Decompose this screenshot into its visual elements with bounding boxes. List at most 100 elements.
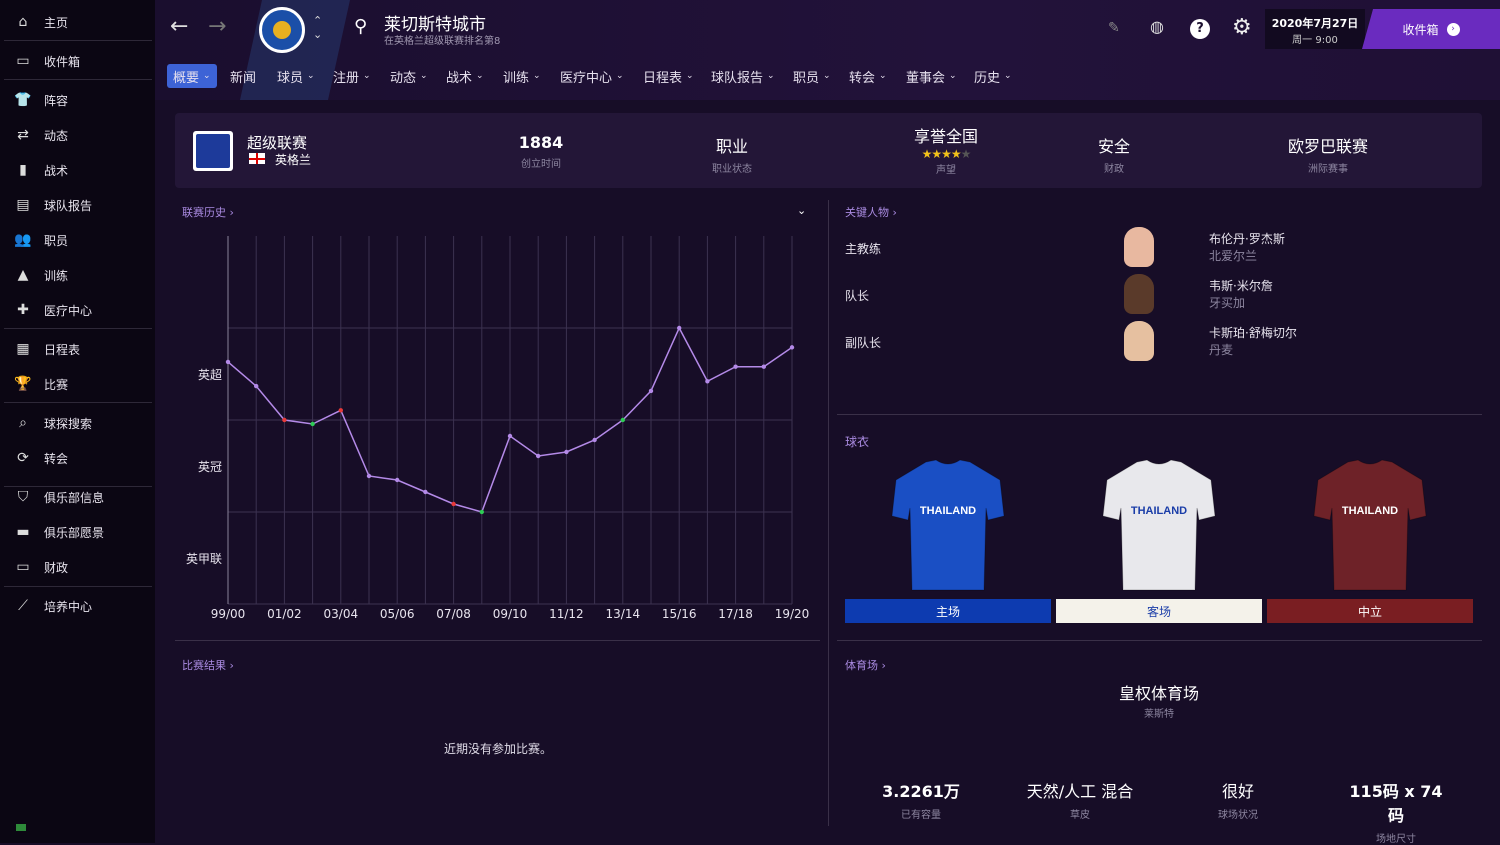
person-photo[interactable] xyxy=(1124,227,1154,267)
history-point[interactable] xyxy=(620,417,625,423)
history-point[interactable] xyxy=(648,388,654,394)
person-photo[interactable] xyxy=(1124,321,1154,361)
sidebar-item-label: 战术 xyxy=(44,163,69,178)
history-point[interactable] xyxy=(282,417,287,423)
sidebar-item-label: 培养中心 xyxy=(44,599,93,614)
league-history-link[interactable]: 联赛历史 › xyxy=(182,206,234,219)
back-button[interactable]: ← xyxy=(170,14,189,39)
history-point[interactable] xyxy=(592,437,597,443)
history-point[interactable] xyxy=(338,408,343,413)
history-point[interactable] xyxy=(395,477,400,483)
history-point[interactable] xyxy=(366,473,372,479)
history-point[interactable] xyxy=(761,364,766,369)
nav-tab[interactable]: 转会 ⌄ xyxy=(843,64,893,88)
sidebar-item[interactable]: ✚ 医疗中心 xyxy=(0,293,152,327)
sidebar-item[interactable]: 🏆 比赛 xyxy=(0,367,152,401)
kit-label[interactable]: 主场 xyxy=(845,599,1051,623)
development-icon: ⟋ xyxy=(18,598,28,614)
sidebar-item[interactable]: ▤ 球队报告 xyxy=(0,188,152,222)
history-point[interactable] xyxy=(310,421,315,427)
sidebar-item[interactable]: ▬ 俱乐部愿景 xyxy=(0,515,152,549)
sidebar-item[interactable]: ⌕ 球探搜索 xyxy=(0,406,152,440)
y-tick-label: 英超 xyxy=(198,367,222,382)
tab-label: 概要 xyxy=(173,70,200,86)
chevron-down-icon[interactable]: ⌄ xyxy=(797,204,807,217)
sidebar-item[interactable]: ▮ 战术 xyxy=(0,153,152,187)
forward-button[interactable]: → xyxy=(208,14,227,39)
kit-shirt[interactable]: THAILAND xyxy=(1310,458,1430,594)
search-icon[interactable]: ⚲ xyxy=(354,16,368,37)
history-point[interactable] xyxy=(789,345,795,350)
stadium-link[interactable]: 体育场 › xyxy=(845,659,886,672)
results-link[interactable]: 比赛结果 › xyxy=(182,659,234,672)
history-point[interactable] xyxy=(451,501,456,507)
nav-tab[interactable]: 历史 ⌄ xyxy=(968,64,1018,88)
history-point[interactable] xyxy=(423,489,428,495)
history-point[interactable] xyxy=(705,379,710,384)
sidebar-item-label: 阵容 xyxy=(44,93,69,108)
nav-tab[interactable]: 职员 ⌄ xyxy=(787,64,837,88)
sidebar-item[interactable]: ⟳ 转会 xyxy=(0,441,152,475)
edit-icon[interactable]: ✎ xyxy=(1108,20,1120,36)
nav-tab[interactable]: 日程表 ⌄ xyxy=(637,64,700,88)
sidebar-item-label: 训练 xyxy=(44,268,69,283)
nav-tab[interactable]: 动态 ⌄ xyxy=(384,64,434,88)
kit-shirt[interactable]: THAILAND xyxy=(888,458,1008,594)
nav-tab[interactable]: 医疗中心 ⌄ xyxy=(554,64,630,88)
sidebar-item[interactable]: ▭ 财政 xyxy=(0,550,152,584)
person-name[interactable]: 卡斯珀·舒梅切尔 xyxy=(1209,326,1297,340)
club-switcher[interactable]: ⌃ ⌄ xyxy=(313,14,323,41)
history-point[interactable] xyxy=(536,453,541,459)
sidebar-item[interactable]: ⌂ 主页 xyxy=(0,5,152,39)
help-icon[interactable]: ? xyxy=(1190,19,1210,39)
sidebar-item[interactable]: ▭ 收件箱 xyxy=(0,44,152,78)
time: 周一 9:00 xyxy=(1292,35,1338,46)
x-tick-label: 07/08 xyxy=(436,607,471,621)
history-point[interactable] xyxy=(254,383,259,389)
nav-tab[interactable]: 球队报告 ⌄ xyxy=(705,64,781,88)
history-point[interactable] xyxy=(225,359,231,365)
nav-tab[interactable]: 注册 ⌄ xyxy=(327,64,377,88)
club-crest[interactable] xyxy=(259,7,305,53)
league-logo[interactable] xyxy=(193,131,233,171)
sidebar-item[interactable]: ▦ 日程表 xyxy=(0,332,152,366)
key-people-link[interactable]: 关键人物 › xyxy=(845,206,897,219)
trophy-icon: 🏆 xyxy=(14,376,32,392)
chevron-down-icon: ⌄ xyxy=(476,71,484,81)
sidebar-item[interactable]: ⇄ 动态 xyxy=(0,118,152,152)
sidebar-item[interactable]: ⛉ 俱乐部信息 xyxy=(0,480,152,514)
nav-tab[interactable]: 新闻 xyxy=(224,64,262,88)
nav-tab[interactable]: 训练 ⌄ xyxy=(497,64,547,88)
finance: 安全 财政 xyxy=(1097,137,1131,175)
sidebar-item[interactable]: ⟋ 培养中心 xyxy=(0,589,152,623)
person-name[interactable]: 布伦丹·罗杰斯 xyxy=(1209,232,1285,246)
history-point[interactable] xyxy=(479,509,484,515)
sidebar-item[interactable]: 👥 职员 xyxy=(0,223,152,257)
person-name[interactable]: 韦斯·米尔詹 xyxy=(1209,279,1273,293)
y-tick-label: 英甲联 xyxy=(186,552,222,566)
inbox-button[interactable]: 收件箱 › xyxy=(1362,9,1500,49)
gear-icon[interactable]: ⚙ xyxy=(1232,15,1252,40)
history-point[interactable] xyxy=(677,325,682,331)
date-display[interactable]: 2020年7月27日 周一 9:00 xyxy=(1265,9,1365,49)
history-point[interactable] xyxy=(564,449,569,455)
kits-title: 球衣 xyxy=(845,435,870,449)
kit-shirt[interactable]: THAILAND xyxy=(1099,458,1219,594)
nav-tab[interactable]: 概要 ⌄ xyxy=(167,64,217,88)
nav-tab[interactable]: 球员 ⌄ xyxy=(271,64,321,88)
shirt-icon: 👕 xyxy=(14,92,32,108)
history-point[interactable] xyxy=(507,433,513,439)
kit-label[interactable]: 客场 xyxy=(1056,599,1262,623)
tactics-icon: ▮ xyxy=(19,162,27,178)
nation: 英格兰 xyxy=(275,153,312,167)
kit-label[interactable]: 中立 xyxy=(1267,599,1473,623)
nav-tab[interactable]: 董事会 ⌄ xyxy=(900,64,963,88)
league-name[interactable]: 超级联赛 xyxy=(247,134,308,152)
person-photo[interactable] xyxy=(1124,274,1154,314)
history-point[interactable] xyxy=(733,364,738,369)
stadium-name[interactable]: 皇权体育场 xyxy=(1118,684,1200,703)
nav-tab[interactable]: 战术 ⌄ xyxy=(440,64,490,88)
sidebar-item[interactable]: 👕 阵容 xyxy=(0,83,152,117)
globe-icon[interactable]: ◍ xyxy=(1150,17,1164,36)
sidebar-item[interactable]: ▲ 训练 xyxy=(0,258,152,292)
